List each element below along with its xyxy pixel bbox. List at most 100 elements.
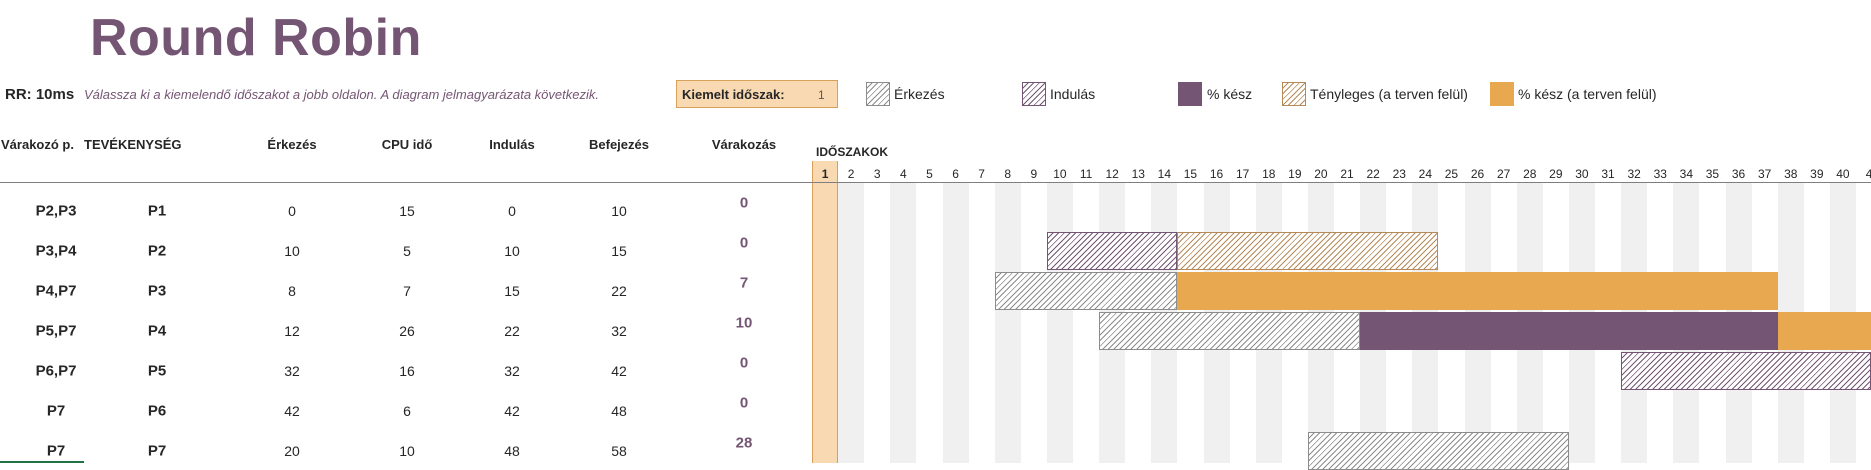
cell-wait[interactable]: 10 [735,314,753,332]
cell-cpu-time[interactable]: 5 [403,243,411,259]
period-number: 20 [1314,167,1328,181]
highlight-period-input[interactable]: 1 [818,88,825,102]
cell-wait[interactable]: 0 [739,194,749,212]
column-header-waiting-processes: Várakozó p. [1,137,74,152]
period-number: 2 [847,167,855,181]
column-header-activity: TEVÉKENYSÉG [84,137,182,152]
cell-end[interactable]: 15 [611,243,627,259]
highlighted-period-column [812,161,838,463]
periods-label: IDŐSZAKOK [816,145,888,159]
cell-arrival[interactable]: 12 [284,323,300,339]
period-column-stripe [838,182,865,463]
column-header-start: Indulás [489,137,535,152]
cell-end[interactable]: 22 [611,283,627,299]
cell-waiting-processes[interactable]: P6,P7 [35,362,77,380]
period-number: 4 [1865,167,1871,181]
cell-waiting-processes[interactable]: P5,P7 [35,322,77,340]
legend-arrival-swatch [866,82,890,106]
period-number: 16 [1209,167,1224,181]
period-column-stripe [994,182,1021,463]
cell-end[interactable]: 58 [611,443,627,459]
cell-arrival[interactable]: 8 [288,283,296,299]
cell-start[interactable]: 15 [504,283,520,299]
cell-cpu-time[interactable]: 26 [399,323,415,339]
gantt-bar [1046,232,1178,270]
cell-end[interactable]: 42 [611,363,627,379]
cell-arrival[interactable]: 32 [284,363,300,379]
gantt-bar [1360,312,1778,350]
period-number: 28 [1523,167,1537,181]
cell-wait[interactable]: 0 [739,354,749,372]
cell-start[interactable]: 10 [504,243,520,259]
period-number: 33 [1653,167,1667,181]
legend-arrival-label: Érkezés [894,86,945,102]
period-number: 13 [1131,167,1145,181]
period-number: 37 [1757,167,1772,181]
period-number: 36 [1731,167,1746,181]
cell-waiting-processes[interactable]: P7 [46,442,66,460]
cell-waiting-processes[interactable]: P3,P4 [35,242,77,260]
cell-activity[interactable]: P3 [147,282,167,300]
period-number: 25 [1444,167,1459,181]
period-number: 32 [1627,167,1641,181]
cell-cpu-time[interactable]: 6 [403,403,411,419]
selected-cell-indicator [0,461,84,463]
cell-wait[interactable]: 7 [739,274,749,292]
instructions-text: Válassza ki a kiemelendő időszakot a job… [84,87,599,102]
cell-arrival[interactable]: 0 [288,203,296,219]
period-number: 31 [1601,167,1615,181]
gantt-bar [1621,352,1871,390]
period-number: 22 [1366,167,1380,181]
period-column-stripe [1046,182,1073,463]
cell-arrival[interactable]: 42 [284,403,300,419]
cell-waiting-processes[interactable]: P7 [46,402,66,420]
period-number: 39 [1810,167,1824,181]
cell-start[interactable]: 42 [504,403,520,419]
cell-activity[interactable]: P5 [147,362,167,380]
cell-wait[interactable]: 28 [735,434,753,452]
cell-activity[interactable]: P6 [147,402,167,420]
cell-activity[interactable]: P7 [147,442,167,460]
legend-percent-done-over-swatch [1490,82,1514,106]
cell-start[interactable]: 48 [504,443,520,459]
cell-cpu-time[interactable]: 16 [399,363,415,379]
period-number: 1 [821,167,829,181]
period-number: 34 [1679,167,1694,181]
period-number: 38 [1784,167,1798,181]
rr-label: RR: 10ms [5,86,75,103]
cell-cpu-time[interactable]: 7 [403,283,411,299]
period-number: 26 [1470,167,1485,181]
gantt-bar [1099,312,1361,350]
gantt-bar [1307,432,1569,470]
period-number: 3 [873,167,881,181]
highlight-period-box[interactable] [676,80,838,108]
gantt-bar [1177,272,1778,310]
cell-start[interactable]: 0 [508,203,516,219]
cell-activity[interactable]: P1 [147,202,167,220]
column-header-cpu-time: CPU idő [381,137,433,152]
cell-start[interactable]: 22 [504,323,520,339]
page-title: Round Robin [90,9,422,67]
cell-waiting-processes[interactable]: P2,P3 [35,202,77,220]
cell-end[interactable]: 10 [611,203,627,219]
period-number: 12 [1105,167,1119,181]
cell-activity[interactable]: P4 [147,322,167,340]
cell-waiting-processes[interactable]: P4,P7 [35,282,77,300]
cell-wait[interactable]: 0 [739,394,749,412]
legend-actual-swatch [1282,82,1306,106]
period-number: 7 [978,167,985,181]
cell-arrival[interactable]: 10 [284,243,300,259]
cell-activity[interactable]: P2 [147,242,167,260]
period-number: 5 [926,167,933,181]
cell-cpu-time[interactable]: 10 [399,443,415,459]
cell-cpu-time[interactable]: 15 [399,203,415,219]
period-column-stripe [942,182,969,463]
legend-start-label: Indulás [1050,86,1096,102]
period-number: 14 [1157,167,1172,181]
cell-end[interactable]: 48 [611,403,627,419]
cell-end[interactable]: 32 [611,323,627,339]
cell-arrival[interactable]: 20 [284,443,300,459]
cell-start[interactable]: 32 [504,363,520,379]
period-number: 19 [1288,167,1302,181]
cell-wait[interactable]: 0 [739,234,749,252]
